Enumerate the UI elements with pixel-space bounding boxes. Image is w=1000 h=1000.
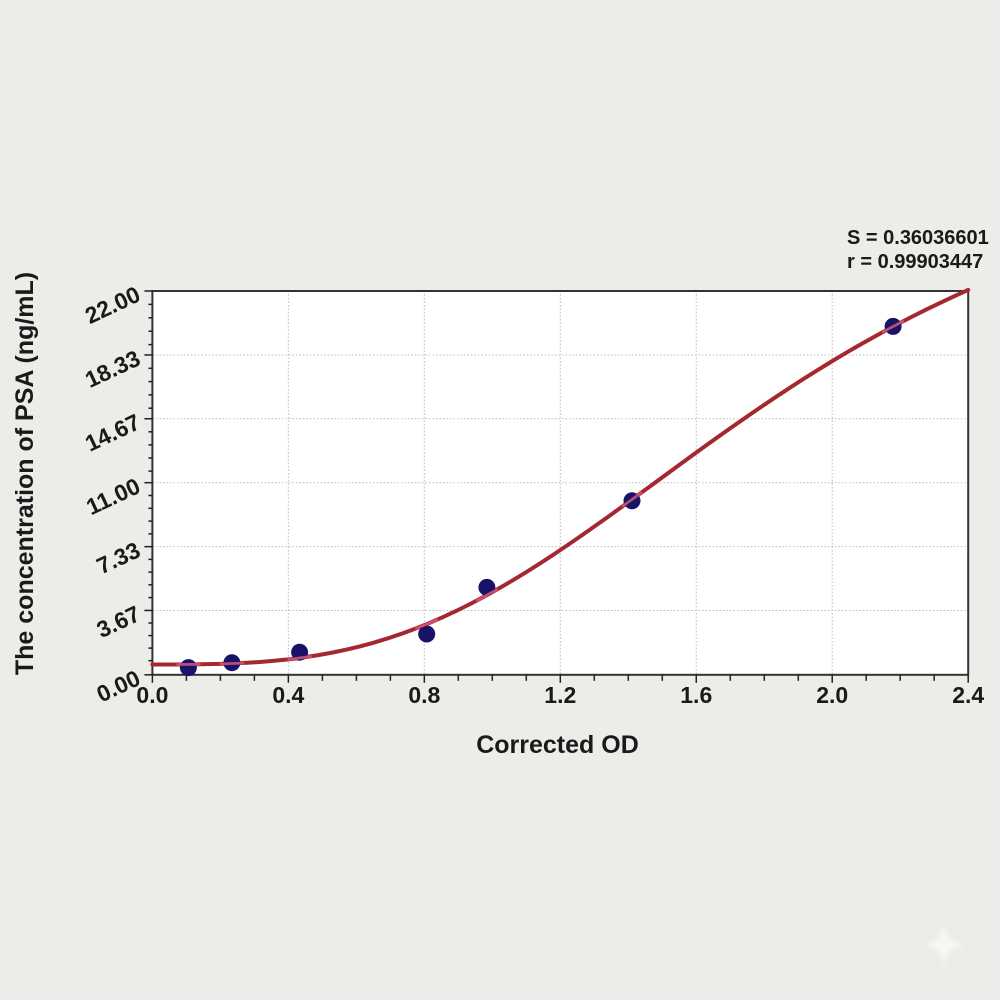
svg-text:0.8: 0.8 <box>408 682 440 708</box>
svg-text:1.2: 1.2 <box>544 682 576 708</box>
svg-text:2.4: 2.4 <box>952 682 984 708</box>
svg-text:0.4: 0.4 <box>272 682 304 708</box>
svg-text:Corrected OD: Corrected OD <box>476 731 639 759</box>
svg-text:2.0: 2.0 <box>816 682 848 708</box>
svg-text:The concentration of PSA (ng/m: The concentration of PSA (ng/mL) <box>11 272 39 675</box>
svg-text:1.6: 1.6 <box>680 682 712 708</box>
svg-text:r = 0.99903447: r = 0.99903447 <box>847 251 983 273</box>
svg-text:S = 0.36036601: S = 0.36036601 <box>847 227 989 249</box>
